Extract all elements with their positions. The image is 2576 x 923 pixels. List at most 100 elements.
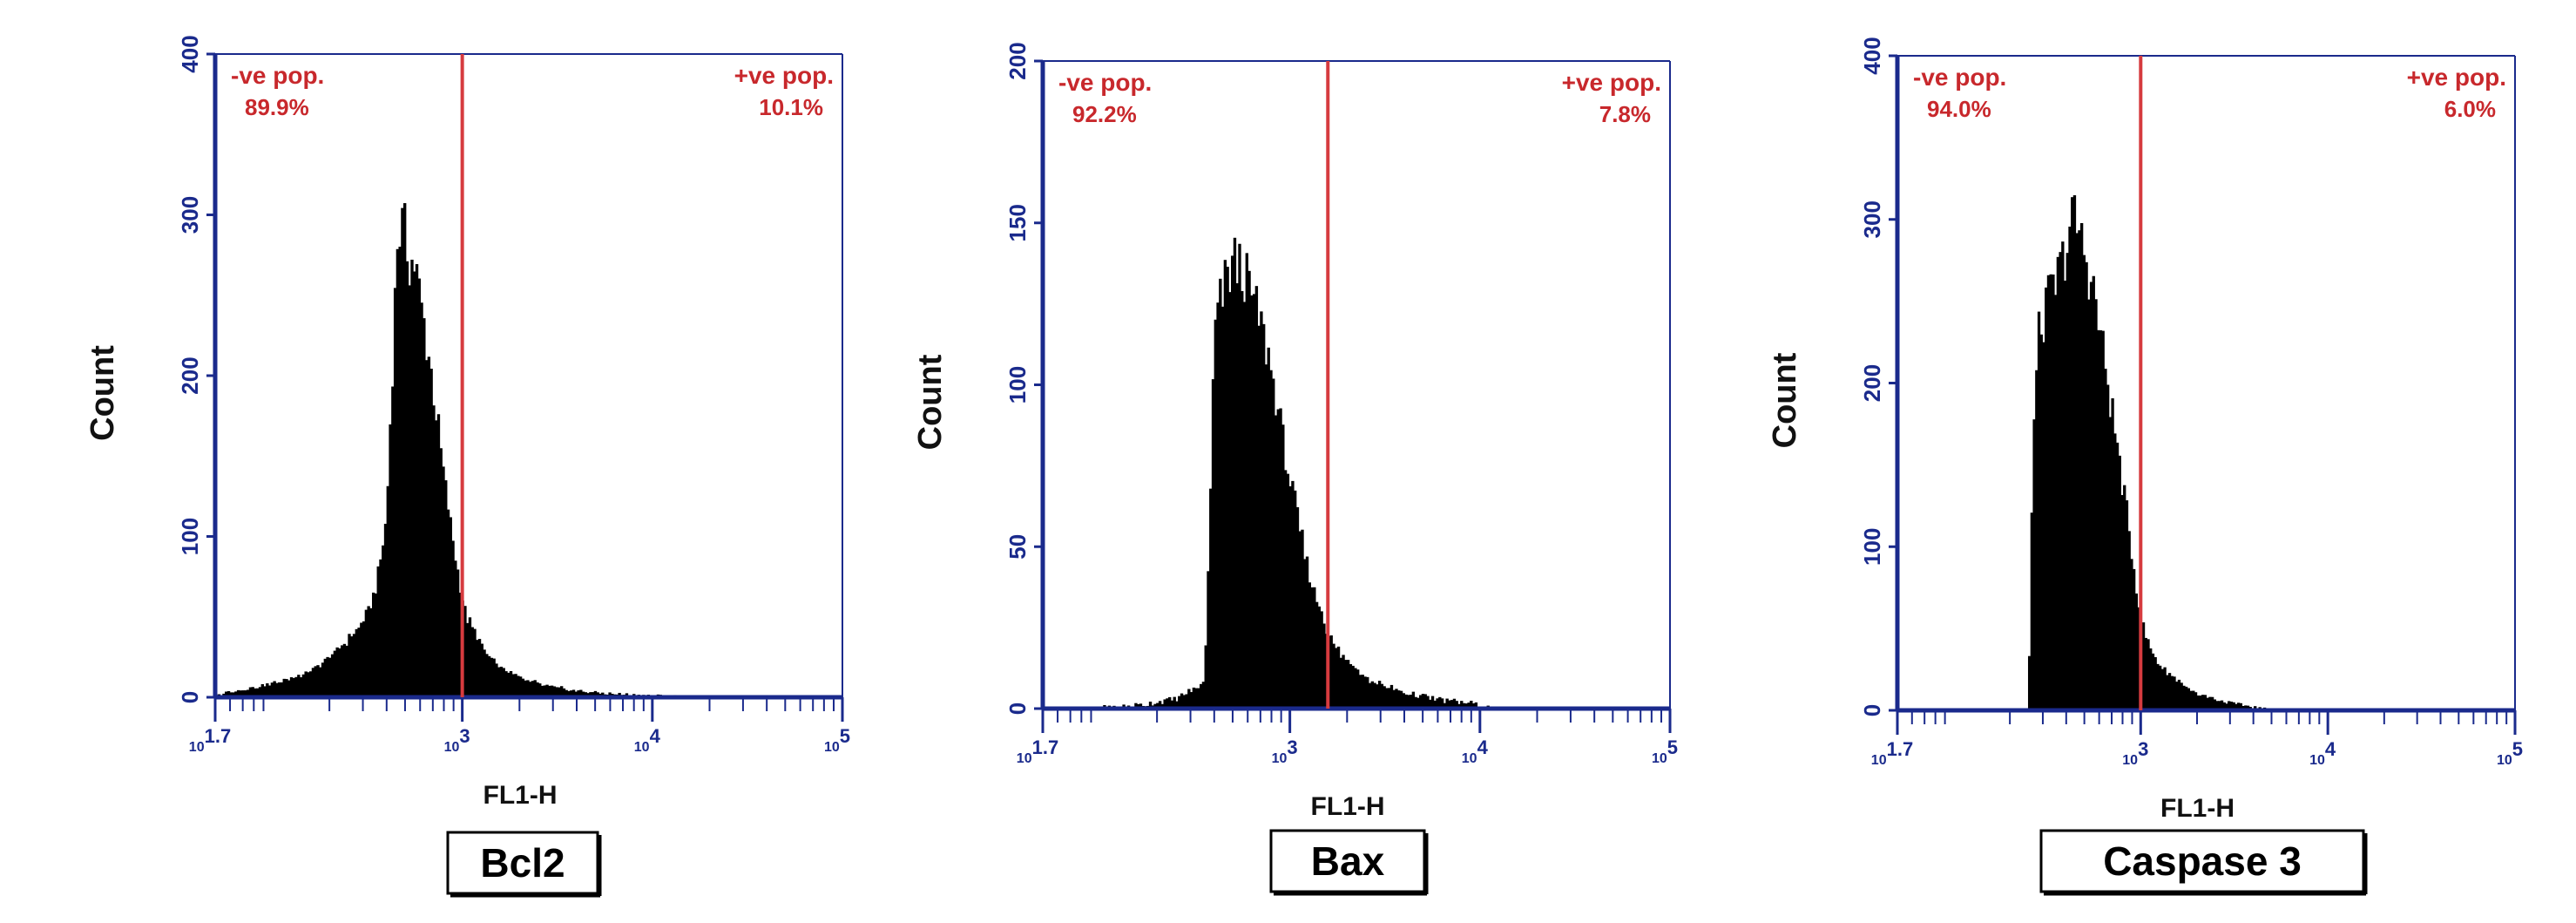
panel-label-frame xyxy=(1269,829,1426,893)
histogram-bar xyxy=(2085,261,2088,711)
histogram-bar xyxy=(2196,695,2200,710)
histogram-bar xyxy=(1436,698,1439,709)
histogram-bar xyxy=(1414,696,1417,709)
panel-label-box: Caspase 3 xyxy=(2039,829,2368,896)
histogram-bars xyxy=(2027,195,2268,711)
histogram-bar xyxy=(444,480,448,697)
histogram-bar xyxy=(1247,270,1251,709)
histogram-bar xyxy=(1231,255,1234,709)
histogram-bar xyxy=(1313,587,1316,709)
histogram-bar xyxy=(1286,473,1290,709)
histogram-bar xyxy=(403,203,407,697)
histogram-bar xyxy=(1474,702,1478,709)
panel-label-frame xyxy=(446,831,599,895)
histogram-bar xyxy=(485,654,489,697)
histogram-bar xyxy=(1291,480,1295,709)
histogram-bar xyxy=(2063,281,2067,710)
histogram-bar xyxy=(225,691,228,697)
histogram-bar xyxy=(1269,370,1273,709)
histogram-bar xyxy=(1455,701,1458,709)
histogram-bar xyxy=(2158,665,2162,710)
histogram-bar xyxy=(1192,687,1196,709)
histogram-bar xyxy=(560,686,564,697)
histogram-bar xyxy=(1148,702,1153,709)
histogram-bar xyxy=(236,689,240,697)
histogram-bar xyxy=(1397,690,1401,709)
histogram-bar xyxy=(2068,227,2072,710)
histogram-bar xyxy=(2201,695,2205,710)
histogram-bar xyxy=(263,686,267,697)
histogram-bar xyxy=(1254,286,1259,709)
histogram-bar xyxy=(2111,398,2114,710)
histogram-bar xyxy=(2049,274,2052,710)
histogram-bar xyxy=(292,677,295,697)
histogram-bar xyxy=(287,680,291,697)
histogram-bar xyxy=(1433,700,1437,709)
histogram-bar xyxy=(266,683,269,697)
histogram-bar xyxy=(2132,568,2136,710)
histogram-bar xyxy=(584,692,588,697)
histogram-bar xyxy=(273,681,276,697)
histogram-bar xyxy=(2184,686,2188,710)
histogram-bar xyxy=(473,628,477,697)
histogram-bar xyxy=(2182,685,2186,710)
histogram-bar xyxy=(2046,275,2051,710)
histogram-bar xyxy=(476,640,479,697)
histogram-bar xyxy=(1216,302,1220,709)
histogram-panel-1: 0 100 200 300 400 101.7 103 104 105 FL1-H Count -ve… xyxy=(85,35,850,898)
histogram-bar xyxy=(1245,253,1248,709)
histogram-bar xyxy=(2089,282,2093,710)
histogram-bar xyxy=(442,466,445,697)
histogram-bar xyxy=(1214,319,1217,709)
histogram-bar xyxy=(294,676,298,697)
histogram-bar xyxy=(1252,294,1256,709)
histogram-bar xyxy=(1283,470,1288,709)
histogram-bar xyxy=(357,628,361,697)
histogram-bar xyxy=(2079,222,2084,711)
y-tick-label: 400 xyxy=(1859,37,1885,74)
histogram-bar xyxy=(562,688,566,697)
histogram-bar xyxy=(1471,703,1476,709)
histogram-bar xyxy=(1175,701,1179,709)
histogram-bar xyxy=(555,687,558,697)
histogram-bar xyxy=(247,689,250,697)
y-axis-title: Count xyxy=(1767,352,1803,448)
histogram-bar xyxy=(423,318,426,697)
panel-label: Caspase 3 xyxy=(2103,838,2302,884)
histogram-bar xyxy=(355,628,358,697)
histogram-bar xyxy=(1376,684,1379,709)
histogram-bar xyxy=(596,692,599,697)
histogram-bar xyxy=(364,609,368,697)
histogram-bar xyxy=(1308,582,1311,709)
positive-population-value: 7.8% xyxy=(1599,101,1651,127)
histogram-bar xyxy=(427,356,431,697)
histogram-bar xyxy=(2053,295,2058,710)
histogram-bar xyxy=(301,674,306,697)
y-tick-label: 200 xyxy=(177,356,203,394)
histogram-bar xyxy=(487,655,491,697)
positive-population-label: +ve pop. xyxy=(734,62,834,89)
histogram-bar xyxy=(446,509,450,697)
histogram-bar xyxy=(2151,653,2155,710)
y-tick-label: 300 xyxy=(177,196,203,234)
histogram-bar xyxy=(1354,668,1357,709)
histogram-bar xyxy=(521,678,525,697)
histogram-bar xyxy=(2239,702,2243,710)
histogram-bar xyxy=(2215,701,2219,710)
histogram-bar xyxy=(1421,694,1425,709)
histogram-bar xyxy=(386,485,389,697)
histogram-bar xyxy=(1160,703,1165,709)
histogram-bar xyxy=(333,650,337,697)
histogram-bar xyxy=(540,685,544,697)
histogram-bar xyxy=(574,691,578,697)
x-tick-label: 103 xyxy=(444,725,470,755)
histogram-bar xyxy=(2149,648,2153,710)
x-axis-title: FL1-H xyxy=(1311,792,1385,821)
histogram-bar xyxy=(1315,601,1319,709)
histogram-bar xyxy=(2218,701,2221,710)
histogram-bar xyxy=(1445,698,1449,709)
histogram-bar xyxy=(499,666,504,697)
histogram-bar xyxy=(396,248,400,697)
histogram-bar xyxy=(1235,282,1239,709)
histogram-bar xyxy=(1320,611,1323,709)
